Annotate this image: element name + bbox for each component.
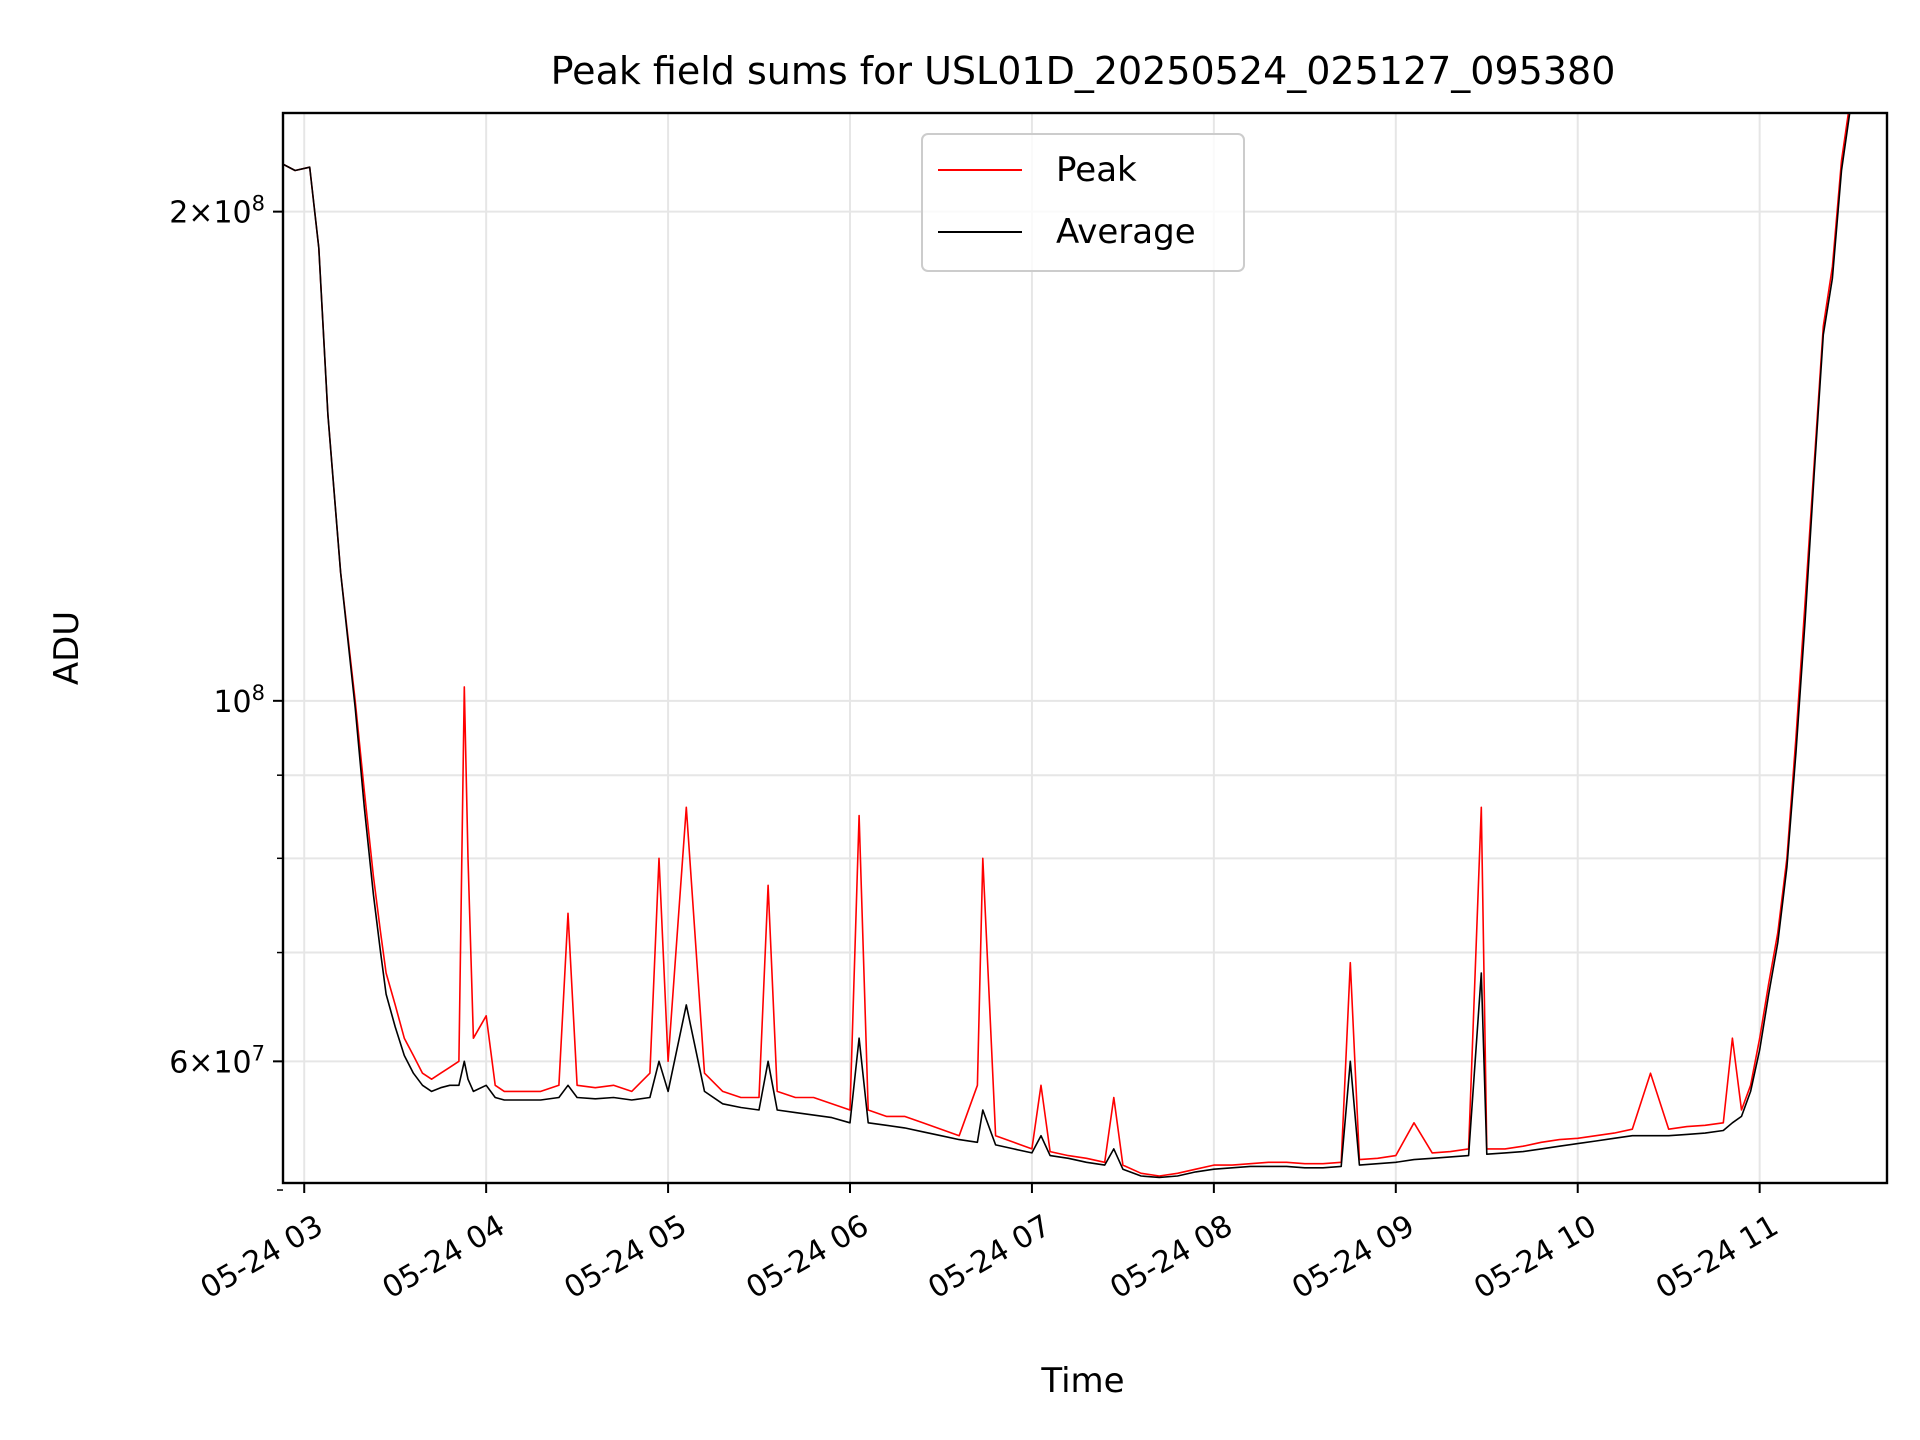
x-axis-label: Time <box>1040 1361 1124 1401</box>
series-layer <box>283 113 1851 1179</box>
y-tick-label: 108 <box>213 681 265 720</box>
legend-label-average: Average <box>1056 212 1196 252</box>
series-line-peak <box>283 113 1850 1177</box>
legend-label-peak: Peak <box>1056 150 1137 190</box>
chart-title: Peak field sums for USL01D_20250524_0251… <box>551 49 1616 93</box>
y-tick-label: 2×108 <box>169 192 265 231</box>
grid <box>283 113 1887 1183</box>
legend-box <box>921 133 1245 272</box>
legend: Peak Average <box>921 133 1245 272</box>
y-axis: 6×107 108 2×108 <box>169 192 283 1191</box>
y-tick-label: 6×107 <box>169 1041 265 1080</box>
y-axis-label: ADU <box>47 611 87 685</box>
series-line-average <box>283 113 1851 1179</box>
plot-frame <box>281 111 1889 1185</box>
